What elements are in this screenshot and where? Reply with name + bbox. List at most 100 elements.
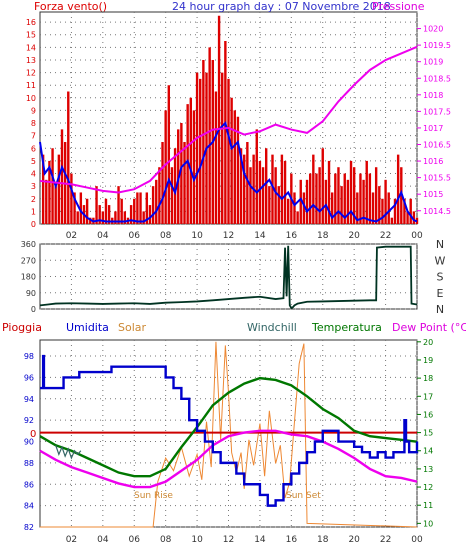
wind-average-line	[39, 121, 418, 223]
pressure-tick-label: 1014.5	[423, 207, 451, 216]
wind-tick-label: 12	[26, 69, 36, 78]
rain-zero-label: 0	[30, 429, 36, 440]
wind-tick-label: 3	[31, 182, 36, 191]
hour-tick-label: 08	[160, 231, 172, 241]
hour-tick-label: 18	[317, 535, 329, 545]
wind-direction-line	[39, 245, 418, 310]
pressure-axis-ticks: 1014.5 1015 1015.5 1016 1016.5 1017 1017.5 1018…	[417, 25, 451, 216]
chart-title: 24 hour graph day : 07 Novembre 2018	[172, 0, 391, 13]
degree-tick-label: 270	[21, 256, 36, 265]
lower-legend: Pioggia Umidita Solar Windchill Temperat…	[2, 321, 466, 334]
sun-set-annotation: Sun Set	[286, 491, 321, 501]
temperature-tick-label: 20	[423, 338, 433, 347]
hour-tick-label: 02	[66, 231, 77, 241]
hour-tick-label: 20	[348, 231, 360, 241]
compass-label: S	[437, 271, 444, 284]
hour-tick-label: 00	[411, 231, 423, 241]
humidity-tick-label: 86	[24, 480, 34, 489]
pressure-legend: Pressione	[372, 0, 425, 13]
hour-tick-label: 10	[191, 231, 203, 241]
hour-tick-label: 06	[129, 535, 141, 545]
dew-point-line	[39, 429, 418, 489]
hour-tick-label: 22	[380, 231, 391, 241]
temperature-line	[39, 376, 418, 478]
degree-tick-label: 90	[26, 289, 36, 298]
pressure-tick-label: 1017	[423, 124, 443, 133]
pressure-tick-label: 1015	[423, 190, 443, 199]
temperature-tick-label: 14	[423, 447, 433, 456]
wind-direction-polyline	[39, 245, 418, 310]
pressure-tick-label: 1015.5	[423, 174, 451, 183]
temperature-humidity-panel: 82 84 86 88 90 92 94 96 98 10 11 12 13 14 15 16 17 18 19 2…	[24, 338, 433, 545]
humidity-tick-label: 96	[24, 373, 34, 382]
humidity-tick-label: 90	[24, 438, 34, 447]
hour-tick-label: 04	[97, 231, 109, 241]
legend-rain: Pioggia	[2, 321, 42, 334]
humidity-tick-label: 92	[24, 416, 34, 425]
hour-tick-label: 16	[286, 535, 298, 545]
humidity-tick-label: 88	[24, 459, 34, 468]
hour-tick-label: 06	[129, 231, 141, 241]
pressure-tick-label: 1020	[423, 25, 443, 34]
wind-tick-label: 13	[26, 56, 36, 65]
wind-average-polyline	[39, 121, 418, 223]
hour-tick-label: 12	[223, 535, 234, 545]
temperature-tick-label: 13	[423, 465, 433, 474]
pressure-polyline	[39, 45, 418, 194]
humidity-tick-label: 98	[24, 352, 34, 361]
legend-solar: Solar	[118, 321, 147, 334]
hour-tick-label: 14	[254, 535, 266, 545]
hour-tick-label: 14	[254, 231, 266, 241]
temperature-tick-label: 12	[423, 483, 433, 492]
hour-tick-label: 12	[223, 231, 234, 241]
hour-tick-label: 10	[191, 535, 203, 545]
compass-label: N	[436, 238, 444, 251]
wind-direction-grid	[40, 243, 418, 310]
wind-tick-label: 1	[31, 207, 36, 216]
temperature-tick-label: 11	[423, 501, 433, 510]
temperature-tick-label: 15	[423, 429, 433, 438]
humidity-line	[40, 354, 419, 507]
pressure-line	[39, 45, 418, 194]
humidity-tick-label: 84	[24, 502, 34, 511]
pressure-tick-label: 1019	[423, 58, 443, 67]
hour-tick-label: 16	[286, 231, 298, 241]
wind-tick-label: 2	[31, 195, 36, 204]
hour-tick-label: 00	[411, 535, 423, 545]
temperature-axis-ticks: 10 11 12 13 14 15 16 17 18 19 20	[417, 338, 433, 528]
legend-dew-point: Dew Point (°C)	[392, 321, 466, 334]
pressure-tick-label: 1016	[423, 157, 443, 166]
wind-tick-label: 15	[26, 31, 36, 40]
wind-tick-label: 10	[26, 94, 36, 103]
pressure-tick-label: 1017.5	[423, 107, 451, 116]
legend-windchill: Windchill	[247, 321, 297, 334]
hour-tick-label: 20	[348, 535, 360, 545]
wind-tick-label: 4	[31, 170, 36, 179]
hour-tick-label: 08	[160, 535, 172, 545]
hour-tick-label: 22	[380, 535, 391, 545]
hour-tick-label: 18	[317, 231, 329, 241]
hour-tick-label: 02	[66, 535, 77, 545]
pressure-tick-label: 1016.5	[423, 141, 451, 150]
humidity-polyline	[40, 354, 419, 507]
wind-tick-label: 8	[31, 119, 36, 128]
wind-tick-label: 5	[31, 157, 36, 166]
degree-tick-label: 360	[21, 240, 36, 249]
wind-tick-label: 11	[26, 81, 36, 90]
legend-humidity: Umidita	[66, 321, 109, 334]
humidity-axis-ticks: 82 84 86 88 90 92 94 96 98	[24, 352, 34, 532]
windchill-polyline	[55, 445, 82, 460]
dew-point-polyline	[39, 429, 418, 489]
pressure-tick-label: 1018.5	[423, 74, 451, 83]
hour-tick-label: 04	[97, 535, 109, 545]
wind-tick-label: 7	[31, 132, 36, 141]
wind-tick-label: 9	[31, 106, 36, 115]
temperature-tick-label: 16	[423, 410, 433, 419]
degree-tick-label: 0	[31, 305, 36, 314]
temperature-polyline	[39, 376, 418, 478]
